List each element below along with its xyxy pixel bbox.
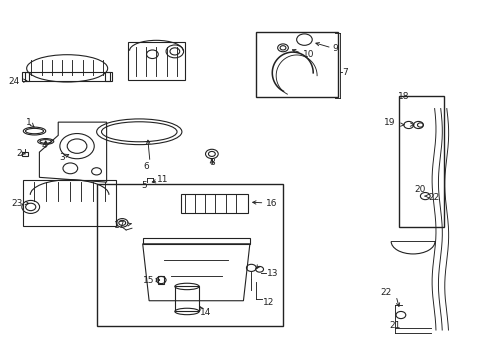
Text: 4: 4 bbox=[42, 141, 47, 150]
Bar bbox=[24, 72, 110, 81]
Text: 8: 8 bbox=[209, 158, 215, 167]
Text: 15: 15 bbox=[143, 275, 154, 284]
Text: 14: 14 bbox=[200, 308, 212, 317]
Bar bbox=[22, 153, 28, 156]
Bar bbox=[24, 180, 116, 226]
Text: 6: 6 bbox=[144, 162, 149, 171]
Text: 10: 10 bbox=[302, 50, 314, 59]
Text: 2: 2 bbox=[16, 149, 22, 158]
Bar bbox=[98, 184, 284, 326]
Bar bbox=[128, 42, 185, 80]
Text: 7: 7 bbox=[343, 68, 348, 77]
Text: 3: 3 bbox=[59, 153, 65, 162]
Text: 19: 19 bbox=[384, 118, 395, 127]
Text: 1: 1 bbox=[26, 118, 32, 127]
Text: 18: 18 bbox=[398, 91, 410, 100]
Bar bbox=[22, 72, 29, 81]
Text: 5: 5 bbox=[141, 180, 147, 189]
Bar bbox=[175, 287, 199, 311]
Text: 12: 12 bbox=[263, 298, 274, 307]
Bar bbox=[256, 32, 338, 97]
Text: 16: 16 bbox=[266, 199, 277, 208]
Text: 21: 21 bbox=[390, 321, 401, 330]
Bar bbox=[181, 194, 248, 213]
Bar bbox=[158, 276, 164, 284]
Bar bbox=[399, 96, 444, 227]
Text: 9: 9 bbox=[333, 44, 339, 53]
Text: 13: 13 bbox=[268, 269, 279, 278]
Text: 22: 22 bbox=[380, 288, 391, 297]
Text: 24: 24 bbox=[9, 77, 20, 86]
Bar bbox=[143, 238, 250, 244]
Text: 22: 22 bbox=[429, 193, 440, 202]
Text: 11: 11 bbox=[157, 175, 169, 184]
Text: 23: 23 bbox=[11, 199, 23, 208]
Text: 17: 17 bbox=[114, 221, 125, 230]
Text: 20: 20 bbox=[414, 185, 425, 194]
Bar bbox=[105, 72, 112, 81]
